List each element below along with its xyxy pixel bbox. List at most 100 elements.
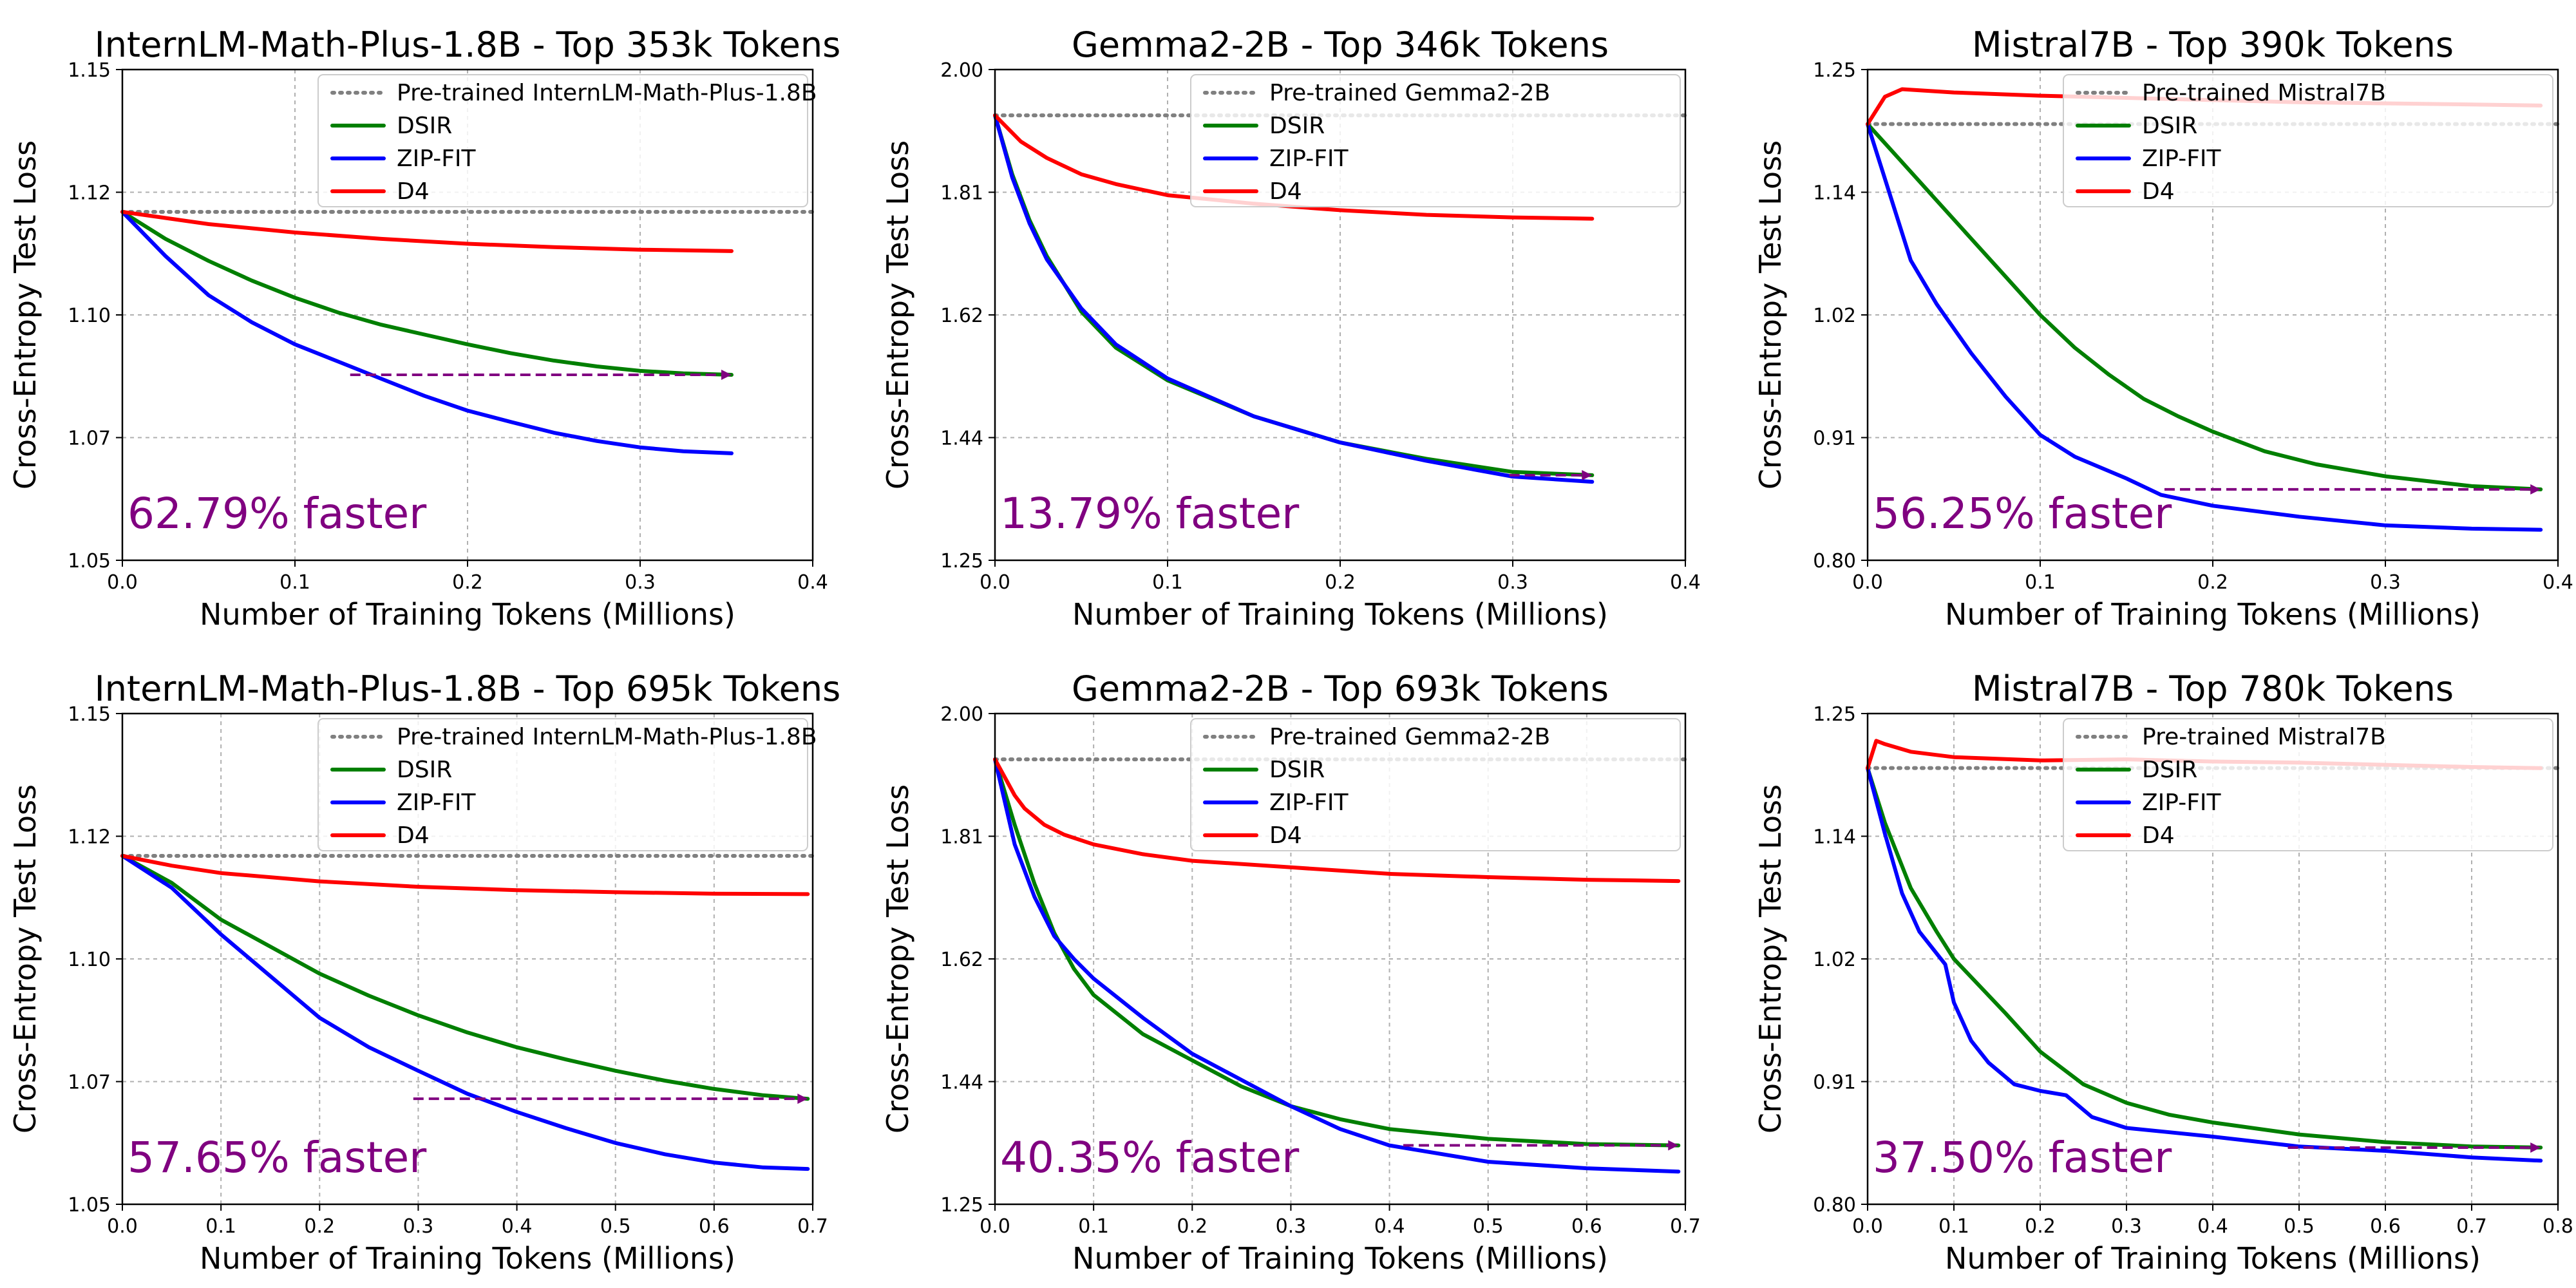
x-tick-label: 0.4: [2197, 1215, 2228, 1238]
axes-frame: [1866, 68, 2559, 562]
y-tick-label: 1.02: [1813, 949, 1856, 971]
legend-label-pretrained: Pre-trained Gemma2-2B: [1269, 80, 1550, 106]
legend-box: [2063, 74, 2553, 207]
series-line-d4: [993, 757, 1681, 884]
series-line-zip-fit: [993, 113, 1595, 484]
legend-label-d4: D4: [2142, 178, 2175, 205]
axes-frame: [121, 68, 814, 562]
legend-label-dsir: DSIR: [2142, 113, 2197, 139]
y-tick-label: 1.25: [1813, 703, 1856, 726]
y-tick-label: 0.91: [1813, 428, 1856, 450]
speedup-arrow-head: [2530, 484, 2541, 495]
x-tick-label: 0.4: [2543, 571, 2573, 594]
y-tick-label: 1.15: [68, 703, 111, 726]
y-tick-label: 1.25: [940, 1194, 983, 1217]
speedup-annotation: 57.65% faster: [128, 1133, 427, 1182]
x-tick-label: 0.2: [452, 571, 483, 594]
chart-title: Gemma2-2B - Top 346k Tokens: [1072, 24, 1609, 65]
series-line-dsir: [1866, 122, 2543, 491]
x-axis-label: Number of Training Tokens (Millions): [1072, 597, 1608, 632]
y-axis-label: Cross-Entropy Test Loss: [1753, 784, 1788, 1133]
legend-label-zip-fit: ZIP-FIT: [397, 146, 477, 172]
x-tick-label: 0.3: [1276, 1215, 1307, 1238]
chart-title: InternLM-Math-Plus-1.8B - Top 353k Token…: [95, 24, 840, 65]
y-tick-label: 1.15: [68, 59, 111, 82]
chart-panel-5: 0.0 0.1 0.2 0.3 0.4 0.5 0.6 0.7 1.25 1.44 1.62 1.81…: [880, 668, 1701, 1276]
y-tick-label: 1.62: [940, 305, 983, 327]
axes-frame: [121, 712, 814, 1206]
legend-label-pretrained: Pre-trained Mistral7B: [2142, 724, 2386, 750]
x-tick-label: 0.1: [2025, 571, 2056, 594]
x-tick-label: 0.1: [205, 1215, 236, 1238]
chart-panel-3: 0.0 0.1 0.2 0.3 0.4 0.80 0.91 1.02 1.14 1.25 Pre-t…: [1753, 24, 2573, 632]
y-tick-label: 1.62: [940, 949, 983, 971]
series-line-dsir: [120, 210, 734, 377]
x-tick-label: 0.3: [2370, 571, 2401, 594]
x-tick-label: 0.5: [1473, 1215, 1504, 1238]
x-tick-label: 0.0: [107, 1215, 138, 1238]
legend-label-zip-fit: ZIP-FIT: [2142, 790, 2222, 816]
speedup-annotation: 37.50% faster: [1873, 1133, 2172, 1182]
series-line-zip-fit: [993, 757, 1681, 1174]
x-tick-label: 0.8: [2543, 1215, 2573, 1238]
x-tick-label: 0.1: [279, 571, 310, 594]
x-axis-label: Number of Training Tokens (Millions): [200, 1241, 735, 1276]
series-line-zip-fit: [120, 854, 810, 1171]
legend-label-pretrained: Pre-trained Gemma2-2B: [1269, 724, 1550, 750]
x-tick-label: 0.0: [980, 1215, 1010, 1238]
y-tick-label: 1.25: [940, 550, 983, 573]
legend-label-dsir: DSIR: [1269, 113, 1325, 139]
chart-title: Gemma2-2B - Top 693k Tokens: [1072, 668, 1609, 709]
legend-label-d4: D4: [1269, 178, 1302, 205]
y-tick-label: 1.81: [940, 182, 983, 205]
y-tick-label: 1.10: [68, 949, 111, 971]
y-tick-label: 1.44: [940, 428, 983, 450]
y-tick-label: 1.25: [1813, 59, 1856, 82]
x-tick-label: 0.2: [1177, 1215, 1208, 1238]
x-tick-label: 0.4: [1374, 1215, 1405, 1238]
y-axis-label: Cross-Entropy Test Loss: [1753, 140, 1788, 489]
x-axis-label: Number of Training Tokens (Millions): [200, 597, 735, 632]
series-line-d4: [120, 210, 734, 253]
x-tick-label: 0.4: [502, 1215, 533, 1238]
y-axis-label: Cross-Entropy Test Loss: [880, 140, 915, 489]
y-tick-label: 1.14: [1813, 182, 1856, 205]
y-tick-label: 0.80: [1813, 550, 1856, 573]
chart-panel-1: 0.0 0.1 0.2 0.3 0.4 1.05 1.07 1.10 1.12 1.15 Pre-t…: [8, 24, 840, 632]
x-tick-label: 0.0: [980, 571, 1010, 594]
y-tick-label: 2.00: [940, 59, 983, 82]
axes-frame: [994, 68, 1687, 562]
x-tick-label: 0.1: [1078, 1215, 1109, 1238]
y-tick-label: 1.81: [940, 826, 983, 849]
legend-box: [317, 718, 808, 851]
legend-label-d4: D4: [2142, 822, 2175, 849]
x-tick-label: 0.6: [699, 1215, 730, 1238]
x-tick-label: 0.2: [2197, 571, 2228, 594]
axes-frame: [994, 712, 1687, 1206]
y-tick-label: 1.07: [68, 428, 111, 450]
legend-label-dsir: DSIR: [1269, 757, 1325, 783]
x-tick-label: 0.1: [1938, 1215, 1969, 1238]
legend-box: [1190, 718, 1681, 851]
speedup-arrow-head: [2530, 1142, 2541, 1153]
x-tick-label: 0.3: [1497, 571, 1528, 594]
chart-panel-6: 0.0 0.1 0.2 0.3 0.4 0.5 0.6 0.7 0.8 0.80 0.91 1.02 1…: [1753, 668, 2573, 1276]
x-tick-label: 0.2: [1325, 571, 1356, 594]
legend-label-pretrained: Pre-trained InternLM-Math-Plus-1.8B: [397, 80, 817, 106]
y-tick-label: 2.00: [940, 703, 983, 726]
x-tick-label: 0.2: [2025, 1215, 2056, 1238]
legend-label-pretrained: Pre-trained InternLM-Math-Plus-1.8B: [397, 724, 817, 750]
legend-box: [2063, 718, 2553, 851]
legend-label-zip-fit: ZIP-FIT: [1269, 146, 1349, 172]
legend-label-zip-fit: ZIP-FIT: [1269, 790, 1349, 816]
x-axis-label: Number of Training Tokens (Millions): [1945, 1241, 2481, 1276]
y-tick-label: 1.10: [68, 305, 111, 327]
x-tick-label: 0.4: [1670, 571, 1701, 594]
x-tick-label: 0.3: [403, 1215, 434, 1238]
y-tick-label: 1.14: [1813, 826, 1856, 849]
y-tick-label: 1.07: [68, 1072, 111, 1094]
x-tick-label: 0.7: [2456, 1215, 2487, 1238]
x-axis-label: Number of Training Tokens (Millions): [1072, 1241, 1608, 1276]
x-axis-label: Number of Training Tokens (Millions): [1945, 597, 2481, 632]
